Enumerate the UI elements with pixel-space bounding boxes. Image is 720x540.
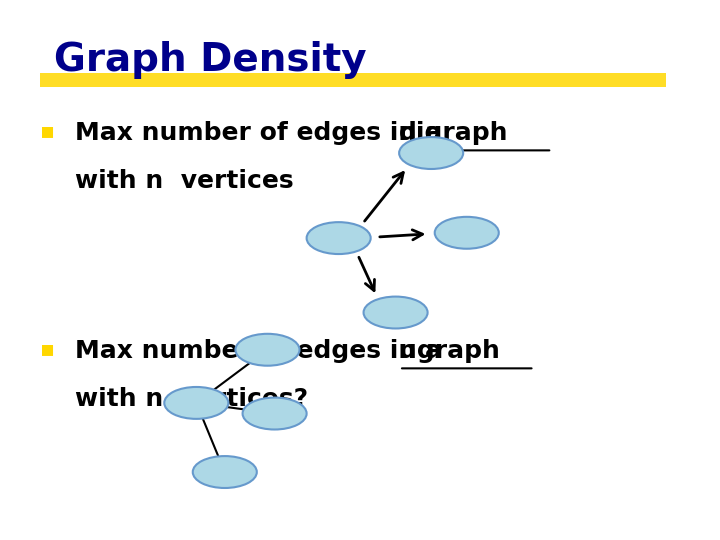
Text: digraph: digraph	[399, 121, 508, 145]
Text: ▪: ▪	[40, 339, 55, 359]
FancyBboxPatch shape	[40, 73, 666, 86]
Text: with n  vertices?: with n vertices?	[76, 387, 308, 411]
Text: Max number of edges in a: Max number of edges in a	[76, 121, 451, 145]
Text: Graph Density: Graph Density	[54, 42, 366, 79]
Text: with n  vertices: with n vertices	[76, 169, 294, 193]
Text: ▪: ▪	[40, 121, 55, 141]
Text: ugraph: ugraph	[399, 339, 500, 363]
Text: Max number of edges in a: Max number of edges in a	[76, 339, 451, 363]
Ellipse shape	[243, 397, 307, 429]
Ellipse shape	[399, 137, 463, 169]
Ellipse shape	[193, 456, 257, 488]
Ellipse shape	[364, 296, 428, 328]
Ellipse shape	[164, 387, 228, 419]
Ellipse shape	[307, 222, 371, 254]
Ellipse shape	[235, 334, 300, 366]
Ellipse shape	[435, 217, 499, 249]
